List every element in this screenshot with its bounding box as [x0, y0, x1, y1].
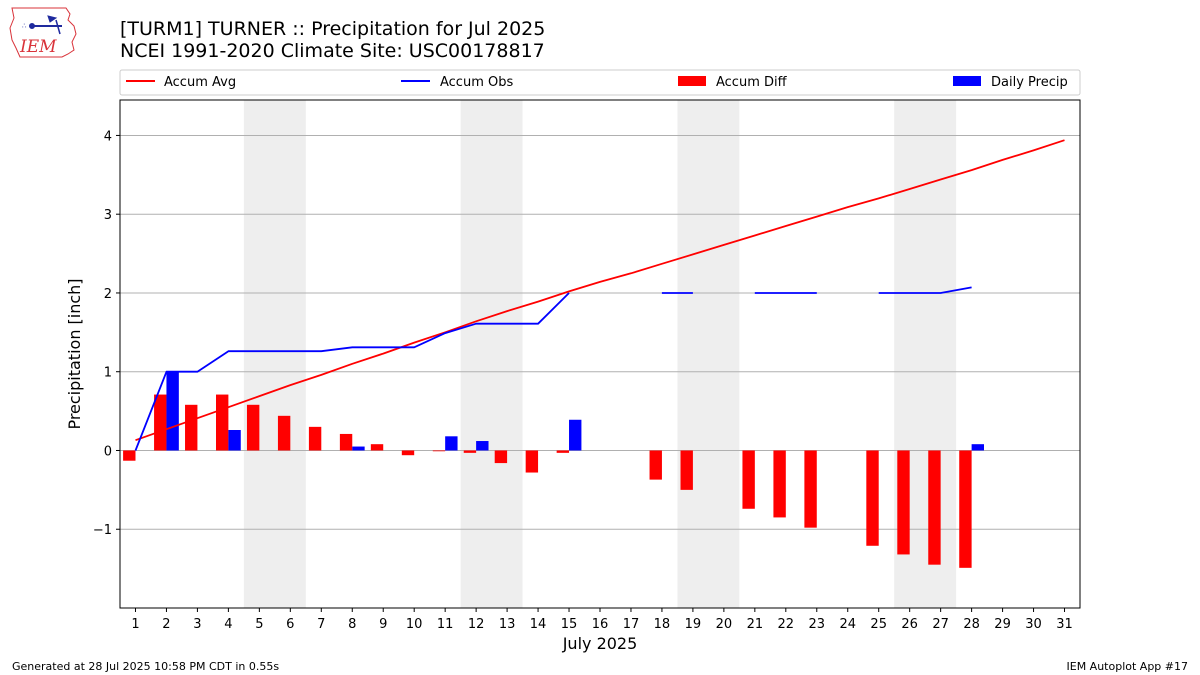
- app-credit: IEM Autoplot App #17: [1067, 660, 1189, 673]
- accum-diff-bar-day-26: [897, 450, 910, 555]
- weather-station-icon: ∴: [22, 15, 62, 35]
- x-tick-label: 16: [592, 617, 609, 632]
- daily-precip-bar-day-2: [166, 371, 179, 451]
- accum-diff-bar-day-1: [123, 450, 136, 461]
- accum-avg-line-segment-1: [135, 139, 1065, 442]
- chart-subtitle: NCEI 1991-2020 Climate Site: USC00178817: [120, 40, 545, 62]
- x-tick-label: 15: [561, 617, 578, 632]
- x-tick-label: 7: [317, 617, 325, 632]
- iem-logo: ∴ IEM: [9, 7, 77, 58]
- x-tick-label: 9: [379, 617, 387, 632]
- x-tick-label: 21: [747, 617, 764, 632]
- x-tick-label: 19: [685, 617, 702, 632]
- legend-label-accum-obs: Accum Obs: [440, 75, 513, 90]
- accum-diff-bar-day-3: [185, 404, 198, 451]
- x-tick-label: 10: [406, 617, 423, 632]
- y-tick-label: 1: [104, 366, 112, 381]
- x-tick-label: 5: [255, 617, 263, 632]
- y-tick-label: −1: [93, 523, 112, 538]
- accum-diff-bar-day-23: [804, 450, 817, 528]
- iowa-state-outline-icon: [9, 7, 77, 58]
- accum-diff-bar-day-13: [494, 450, 508, 464]
- accum-diff-bar-day-10: [401, 450, 415, 456]
- x-axis-ticks: 1 2 3 4 5 6 7 8 9 10 11 12 13 14 15 16 17 18 19 20 21 22 23 24 2…: [131, 608, 1073, 632]
- accum-diff-bar-day-9: [370, 444, 384, 451]
- daily-precip-bar-day-28: [971, 444, 984, 451]
- y-axis-ticks: −1 0 1 2 3 4: [93, 129, 120, 538]
- accum-diff-bar-day-27: [928, 450, 941, 565]
- x-tick-label: 14: [530, 617, 547, 632]
- svg-text:∴: ∴: [22, 22, 27, 30]
- x-tick-label: 26: [901, 617, 918, 632]
- x-tick-label: 2: [162, 617, 170, 632]
- bars: [123, 371, 984, 568]
- x-axis-label: July 2025: [562, 634, 638, 653]
- x-tick-label: 6: [286, 617, 294, 632]
- x-tick-label: 22: [778, 617, 795, 632]
- x-tick-label: 20: [716, 617, 733, 632]
- y-tick-label: 0: [104, 444, 112, 459]
- legend: Accum Avg Accum Obs Accum Diff Daily Pre…: [119, 69, 1081, 96]
- x-tick-label: 29: [994, 617, 1011, 632]
- accum-diff-bar-day-5: [246, 404, 260, 451]
- x-tick-label: 27: [932, 617, 949, 632]
- x-tick-label: 3: [193, 617, 201, 632]
- accum-diff-bar-day-25: [866, 450, 879, 546]
- accum-diff-bar-day-8: [339, 433, 353, 451]
- x-tick-label: 31: [1056, 617, 1073, 632]
- accum-diff-bar-day-14: [525, 450, 539, 473]
- legend-swatch-daily-precip: [953, 76, 981, 86]
- accum-diff-bar-day-2: [154, 394, 167, 451]
- legend-frame: [119, 69, 1081, 96]
- x-tick-label: 8: [348, 617, 356, 632]
- y-tick-label: 2: [104, 287, 112, 302]
- legend-swatch-accum-diff: [678, 76, 706, 86]
- daily-precip-bar-day-12: [476, 441, 489, 451]
- accum-obs-line-segment-4: [878, 286, 972, 294]
- chart-title: [TURM1] TURNER :: Precipitation for Jul …: [120, 18, 545, 40]
- x-tick-label: 30: [1025, 617, 1042, 632]
- x-tick-label: 18: [654, 617, 671, 632]
- x-tick-label: 17: [623, 617, 640, 632]
- daily-precip-bar-day-11: [445, 436, 458, 451]
- accum-diff-bar-day-11: [432, 450, 446, 452]
- accum-diff-bar-day-6: [277, 415, 291, 451]
- weekend-band-2: [460, 100, 523, 608]
- x-tick-label: 12: [468, 617, 485, 632]
- daily-precip-bar-day-15: [569, 419, 582, 451]
- weekend-band-1: [243, 100, 306, 608]
- legend-label-accum-diff: Accum Diff: [716, 75, 788, 90]
- x-tick-label: 11: [437, 617, 454, 632]
- accum-obs-line-segment-1: [134, 292, 570, 451]
- daily-precip-bar-day-4: [228, 430, 241, 451]
- generated-timestamp: Generated at 28 Jul 2025 10:58 PM CDT in…: [12, 660, 279, 673]
- y-tick-label: 3: [104, 208, 112, 223]
- weekend-band-3: [677, 100, 740, 608]
- series-lines: [134, 139, 1065, 451]
- accum-diff-bar-day-15: [556, 450, 570, 453]
- accum-diff-bar-day-12: [463, 450, 477, 453]
- legend-label-daily-precip: Daily Precip: [991, 75, 1068, 90]
- x-tick-label: 4: [224, 617, 232, 632]
- y-tick-label: 4: [104, 129, 112, 144]
- x-tick-label: 25: [870, 617, 887, 632]
- legend-label-accum-avg: Accum Avg: [164, 75, 236, 90]
- y-axis-label: Precipitation [inch]: [65, 278, 84, 429]
- x-tick-label: 24: [839, 617, 856, 632]
- accum-diff-bar-day-19: [680, 450, 693, 490]
- weekend-bands: [243, 100, 957, 608]
- accum-diff-bar-day-7: [308, 426, 322, 451]
- daily-precip-bar-day-8: [352, 446, 365, 451]
- accum-diff-bar-day-21: [742, 450, 755, 509]
- accum-diff-bar-day-18: [649, 450, 662, 480]
- x-tick-label: 13: [499, 617, 516, 632]
- x-tick-label: 23: [809, 617, 826, 632]
- accum-diff-bar-day-4: [216, 394, 229, 451]
- x-tick-label: 1: [131, 617, 139, 632]
- x-tick-label: 28: [963, 617, 980, 632]
- accum-diff-bar-day-22: [773, 450, 786, 518]
- logo-text: IEM: [19, 37, 57, 57]
- accum-diff-bar-day-28: [959, 450, 972, 568]
